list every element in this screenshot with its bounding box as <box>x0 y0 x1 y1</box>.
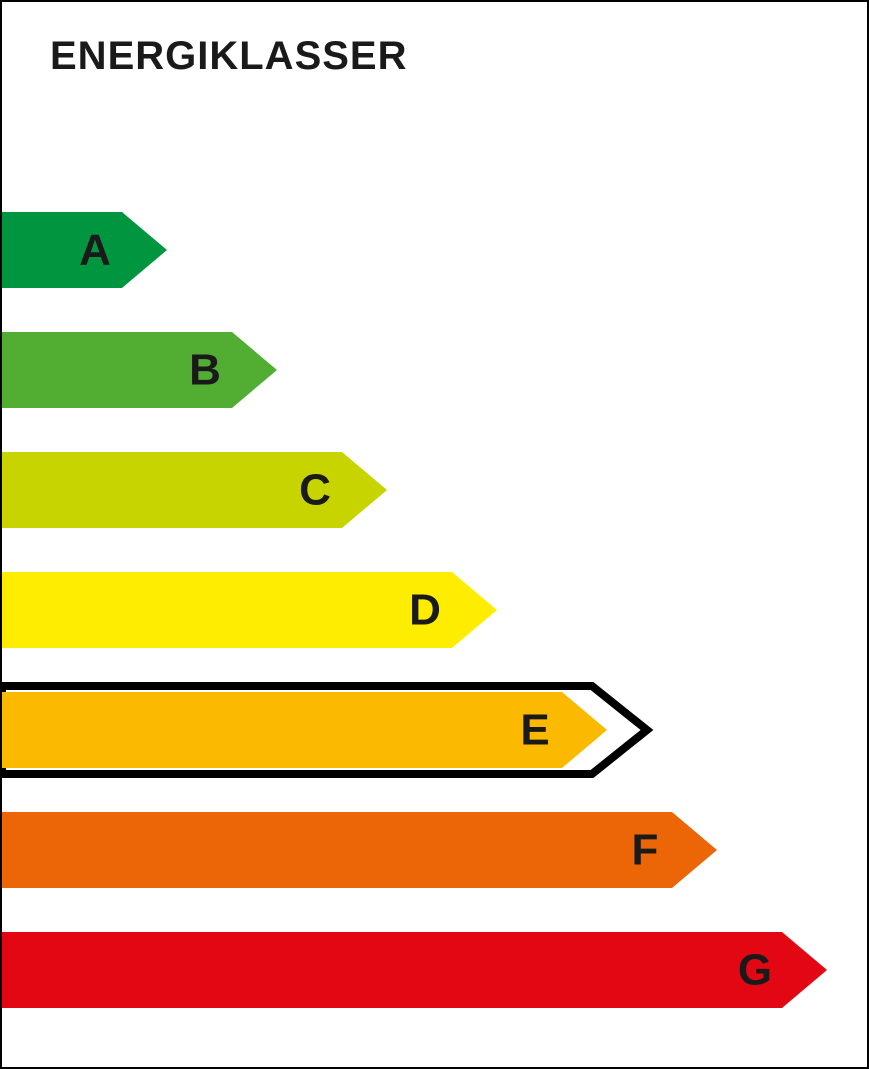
energy-bar-e <box>2 692 607 768</box>
energy-bar-label-f: F <box>632 826 659 875</box>
energy-bar-f <box>2 812 717 888</box>
energy-bar-label-g: G <box>738 946 772 995</box>
energy-bar-b <box>2 332 277 408</box>
energy-bar-label-e: E <box>520 706 549 755</box>
page-title: ENERGIKLASSER <box>50 34 408 79</box>
energy-bar-label-c: C <box>299 466 331 515</box>
energy-label-container: ENERGIKLASSER A B C D E F G <box>0 0 869 1069</box>
energy-bars-chart: A B C D E F G <box>2 192 867 1048</box>
energy-bar-label-d: D <box>409 586 441 635</box>
energy-bar-label-b: B <box>189 346 221 395</box>
energy-bar-label-a: A <box>79 226 111 275</box>
energy-bar-g <box>2 932 827 1008</box>
